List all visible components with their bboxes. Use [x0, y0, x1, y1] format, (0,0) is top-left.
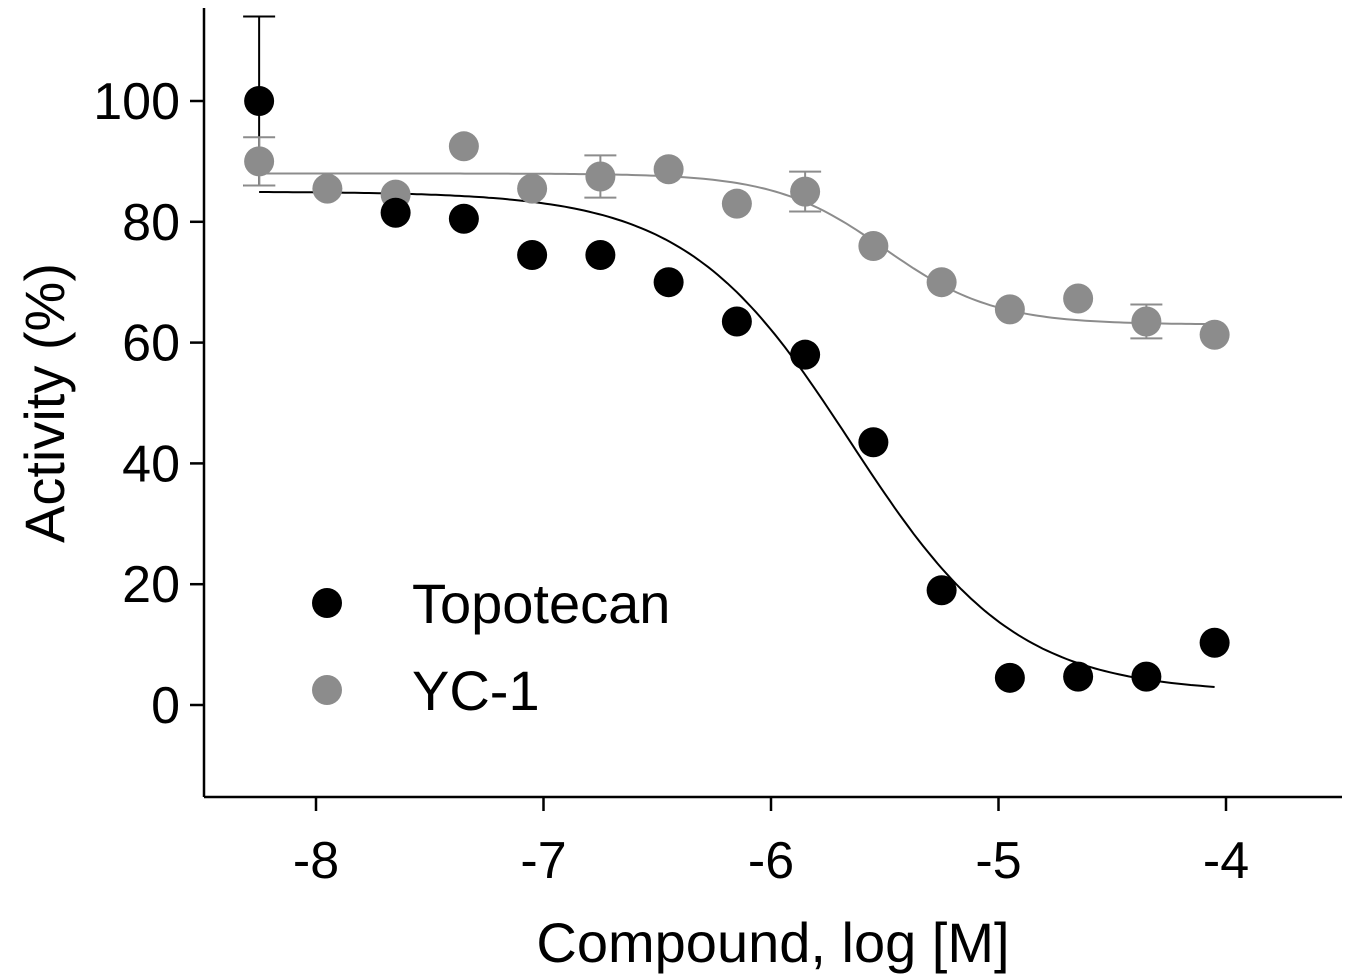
topotecan-point	[517, 240, 548, 271]
yc-1-point	[244, 146, 275, 177]
axes	[202, 8, 1342, 799]
x-ticks: -8 -7 -6 -5 -4	[293, 797, 1249, 890]
fit-curve-topotecan	[259, 191, 1215, 688]
x-tick-label: -4	[1203, 832, 1249, 890]
yc-1-point	[926, 267, 957, 298]
legend-marker	[312, 675, 342, 705]
x-tick-label: -8	[293, 832, 339, 890]
yc-1-point	[1063, 283, 1094, 314]
error-bars	[243, 15, 1163, 340]
fit-curve-yc-1	[259, 172, 1215, 326]
x-tick-label: -6	[748, 832, 794, 890]
yc-1-point	[790, 176, 821, 207]
topotecan-point	[790, 339, 821, 370]
yc-1-point	[1131, 306, 1162, 337]
legend-item-topotecan: Topotecan	[312, 572, 670, 635]
yc-1-point	[721, 188, 752, 219]
legend-label: Topotecan	[412, 572, 670, 635]
topotecan-point	[926, 575, 957, 606]
x-tick-label: -5	[975, 832, 1021, 890]
legend-label: YC-1	[412, 659, 540, 722]
topotecan-point	[244, 86, 275, 116]
data-points	[244, 86, 1230, 693]
x-tick-label: -7	[520, 832, 566, 890]
y-ticks: 0 20 40 60 80 100	[93, 73, 204, 735]
y-tick-label: 60	[122, 315, 180, 373]
topotecan-point	[1199, 627, 1230, 658]
yc-1-point	[994, 294, 1025, 325]
legend-item-yc-1: YC-1	[312, 659, 540, 722]
yc-1-point	[312, 173, 343, 204]
yc-1-point	[1199, 319, 1230, 350]
legend: Topotecan YC-1	[312, 572, 670, 722]
y-tick-label: 0	[151, 677, 180, 735]
yc-1-point	[858, 230, 889, 261]
topotecan-point	[1131, 661, 1162, 692]
topotecan-point	[448, 203, 479, 234]
legend-marker	[312, 588, 342, 618]
topotecan-point	[1063, 661, 1094, 692]
y-tick-label: 100	[93, 73, 180, 131]
yc-1-point	[517, 173, 548, 204]
topotecan-point	[721, 306, 752, 337]
topotecan-point	[653, 267, 684, 298]
yc-1-point	[585, 161, 616, 192]
x-axis-label: Compound, log [M]	[536, 911, 1009, 974]
fit-curves	[259, 172, 1215, 688]
yc-1-point	[448, 131, 479, 162]
y-tick-label: 80	[122, 194, 180, 252]
topotecan-point	[585, 240, 616, 271]
topotecan-point	[994, 662, 1025, 693]
yc-1-point	[653, 154, 684, 185]
topotecan-point	[858, 427, 889, 458]
y-tick-label: 20	[122, 556, 180, 614]
topotecan-point	[380, 197, 411, 228]
y-axis-label: Activity (%)	[13, 263, 76, 543]
y-tick-label: 40	[122, 435, 180, 493]
